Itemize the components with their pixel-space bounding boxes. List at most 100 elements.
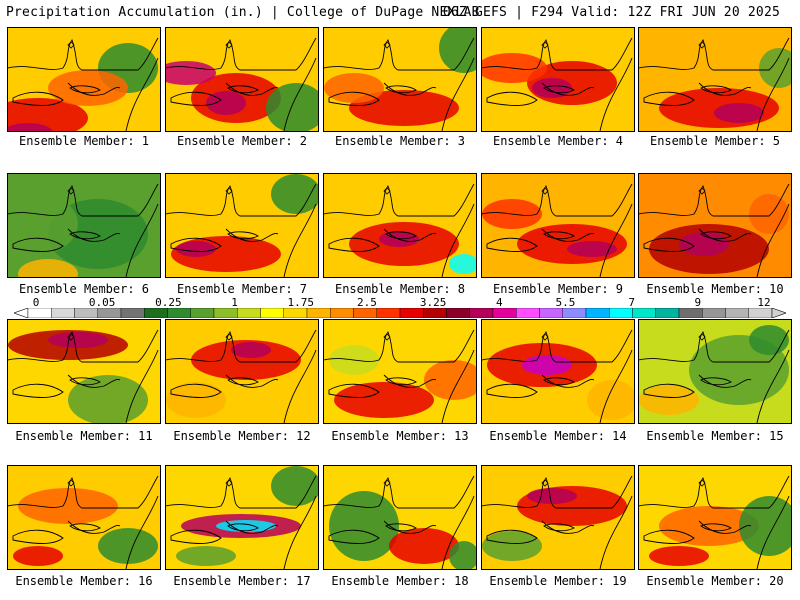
ensemble-member-label: Ensemble Member: 7 (176, 282, 308, 296)
precipitation-map (482, 320, 634, 423)
precipitation-map (166, 174, 318, 277)
ensemble-member-label: Ensemble Member: 12 (173, 429, 311, 443)
ensemble-member-label: Ensemble Member: 14 (489, 429, 627, 443)
colorbar-min-arrow (14, 308, 29, 318)
ensemble-member-map (481, 465, 635, 570)
ensemble-member-map (638, 319, 792, 424)
colorbar-swatch (446, 308, 470, 318)
colorbar-tick-label: 12 (757, 296, 771, 309)
colorbar-swatch (330, 308, 354, 318)
ensemble-member-map (323, 319, 477, 424)
colorbar-swatch (655, 308, 680, 318)
ensemble-member-map (165, 27, 319, 132)
ensemble-member-map (481, 173, 635, 278)
colorbar-swatch (74, 308, 98, 318)
precipitation-map (8, 28, 160, 131)
precipitation-map (166, 320, 318, 423)
ensemble-member-map (7, 319, 161, 424)
ensemble-member-label: Ensemble Member: 3 (334, 134, 466, 148)
precipitation-map (639, 174, 791, 277)
precipitation-map (166, 466, 318, 569)
ensemble-member-label: Ensemble Member: 16 (15, 574, 153, 588)
precipitation-map (639, 466, 791, 569)
ensemble-member-label: Ensemble Member: 17 (173, 574, 311, 588)
ensemble-member-map (323, 27, 477, 132)
colorbar-swatch (399, 308, 424, 318)
colorbar-swatch (562, 308, 587, 318)
ensemble-member-map (7, 173, 161, 278)
ensemble-member-label: Ensemble Member: 1 (18, 134, 150, 148)
colorbar (14, 308, 786, 318)
ensemble-member-label: Ensemble Member: 9 (492, 282, 624, 296)
ensemble-member-label: Ensemble Member: 15 (646, 429, 784, 443)
ensemble-member-map (638, 27, 792, 132)
ensemble-member-map (165, 465, 319, 570)
colorbar-tick-label: 0.25 (155, 296, 182, 309)
ensemble-member-label: Ensemble Member: 6 (18, 282, 150, 296)
chart-title: Precipitation Accumulation (in.) | Colle… (6, 5, 480, 20)
ensemble-member-map (481, 27, 635, 132)
ensemble-member-label: Ensemble Member: 5 (649, 134, 781, 148)
precipitation-map (324, 320, 476, 423)
precipitation-map (482, 174, 634, 277)
colorbar-swatch (237, 308, 261, 318)
ensemble-member-label: Ensemble Member: 2 (176, 134, 308, 148)
ensemble-member-map (638, 173, 792, 278)
colorbar-tick-label: 2.5 (356, 296, 377, 309)
colorbar-tick-label: 9 (694, 296, 702, 309)
colorbar-swatch (585, 308, 610, 318)
ensemble-member-label: Ensemble Member: 13 (331, 429, 469, 443)
run-valid-label: 06Z GEFS | F294 Valid: 12Z FRI JUN 20 20… (442, 5, 780, 20)
colorbar-max-arrow (771, 308, 786, 318)
ensemble-member-label: Ensemble Member: 20 (646, 574, 784, 588)
colorbar-swatch (283, 308, 308, 318)
colorbar-tick-label: 7 (628, 296, 635, 309)
colorbar-swatch (167, 308, 191, 318)
ensemble-member-map (165, 319, 319, 424)
colorbar-tick-label: 4 (495, 296, 503, 309)
ensemble-member-label: Ensemble Member: 10 (646, 282, 784, 296)
colorbar-swatch (190, 308, 215, 318)
colorbar-swatch (516, 308, 540, 318)
colorbar-swatch (423, 308, 447, 318)
colorbar-swatch (120, 308, 145, 318)
colorbar-swatch (539, 308, 563, 318)
ensemble-member-map (323, 173, 477, 278)
colorbar-scale (14, 308, 786, 318)
colorbar-swatch (702, 308, 726, 318)
colorbar-swatch (144, 308, 168, 318)
ensemble-member-label: Ensemble Member: 4 (492, 134, 624, 148)
colorbar-swatch (725, 308, 749, 318)
colorbar-swatch (469, 308, 494, 318)
ensemble-member-map (481, 319, 635, 424)
precipitation-map (324, 174, 476, 277)
ensemble-member-label: Ensemble Member: 18 (331, 574, 469, 588)
colorbar-swatch (609, 308, 633, 318)
precipitation-map (324, 466, 476, 569)
colorbar-swatch (678, 308, 703, 318)
colorbar-tick-label: 1.75 (287, 296, 314, 309)
colorbar-tick-label: 1 (231, 296, 238, 309)
ensemble-member-map (638, 465, 792, 570)
precipitation-map (8, 466, 160, 569)
precipitation-map (166, 28, 318, 131)
colorbar-tick-label: 5.5 (555, 296, 576, 309)
colorbar-swatch (27, 308, 52, 318)
colorbar-swatch (97, 308, 122, 318)
colorbar-swatch (213, 308, 238, 318)
colorbar-tick-label: 0 (32, 296, 40, 309)
precipitation-map (639, 320, 791, 423)
colorbar-tick-label: 3.25 (419, 296, 447, 309)
precipitation-map (324, 28, 476, 131)
colorbar-swatch (306, 308, 331, 318)
precipitation-map (482, 466, 634, 569)
ensemble-member-label: Ensemble Member: 11 (15, 429, 153, 443)
colorbar-swatch (748, 308, 773, 318)
colorbar-swatch (353, 308, 377, 318)
colorbar-swatch (376, 308, 401, 318)
ensemble-member-label: Ensemble Member: 8 (334, 282, 466, 296)
precipitation-map (8, 174, 160, 277)
colorbar-swatch (51, 308, 75, 318)
colorbar-swatch (492, 308, 517, 318)
precipitation-map (8, 320, 160, 423)
